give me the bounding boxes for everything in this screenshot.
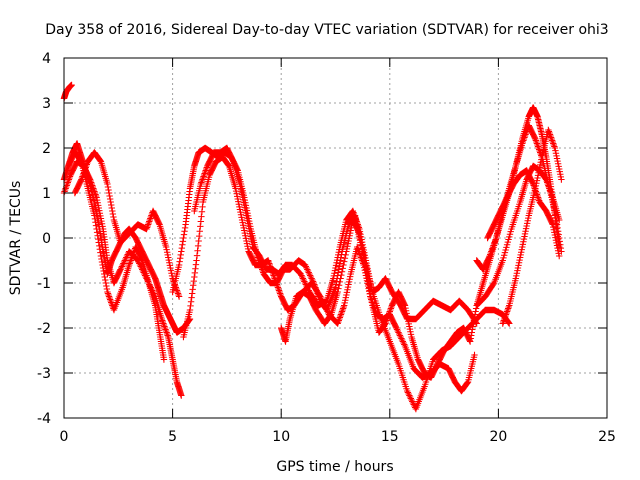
series-track-11 [473,162,563,309]
chart-title: Day 358 of 2016, Sidereal Day-to-day VTE… [45,22,608,38]
series-track-8 [191,144,513,413]
y-tick-label: 1 [42,186,51,202]
marker-trail [499,126,565,327]
marker-trail [191,144,513,413]
y-tick-label: -1 [37,276,51,292]
y-tick-label: -4 [37,411,51,427]
y-tick-label: 3 [42,96,51,112]
series-track-1 [60,81,75,102]
y-tick-label: 2 [42,141,51,157]
x-tick-label: 5 [168,429,177,445]
marker-trail [71,149,183,300]
data-layer [60,81,565,413]
x-tick-label: 25 [598,429,616,445]
y-tick-label: -3 [37,366,51,382]
x-tick-label: 15 [381,429,399,445]
x-axis-label: GPS time / hours [276,459,393,475]
x-tick-label: 20 [489,429,507,445]
series-track-5 [71,149,183,300]
y-tick-label: 0 [42,231,51,247]
marker-trail [473,162,563,309]
y-axis-label: SDTVAR / TECUs [8,181,24,296]
x-tick-label: 10 [272,429,290,445]
marker-trail [60,81,75,102]
axis-ticks: 0 5 10 15 20 25 -4 -3 -2 -1 0 1 2 3 4 [37,51,616,445]
y-tick-label: -2 [37,321,51,337]
series-track-4 [65,149,168,363]
y-tick-label: 4 [42,51,51,67]
grid-lines [64,58,607,418]
series-track-13 [499,126,565,327]
x-tick-label: 0 [60,429,69,445]
marker-trail [65,149,168,363]
